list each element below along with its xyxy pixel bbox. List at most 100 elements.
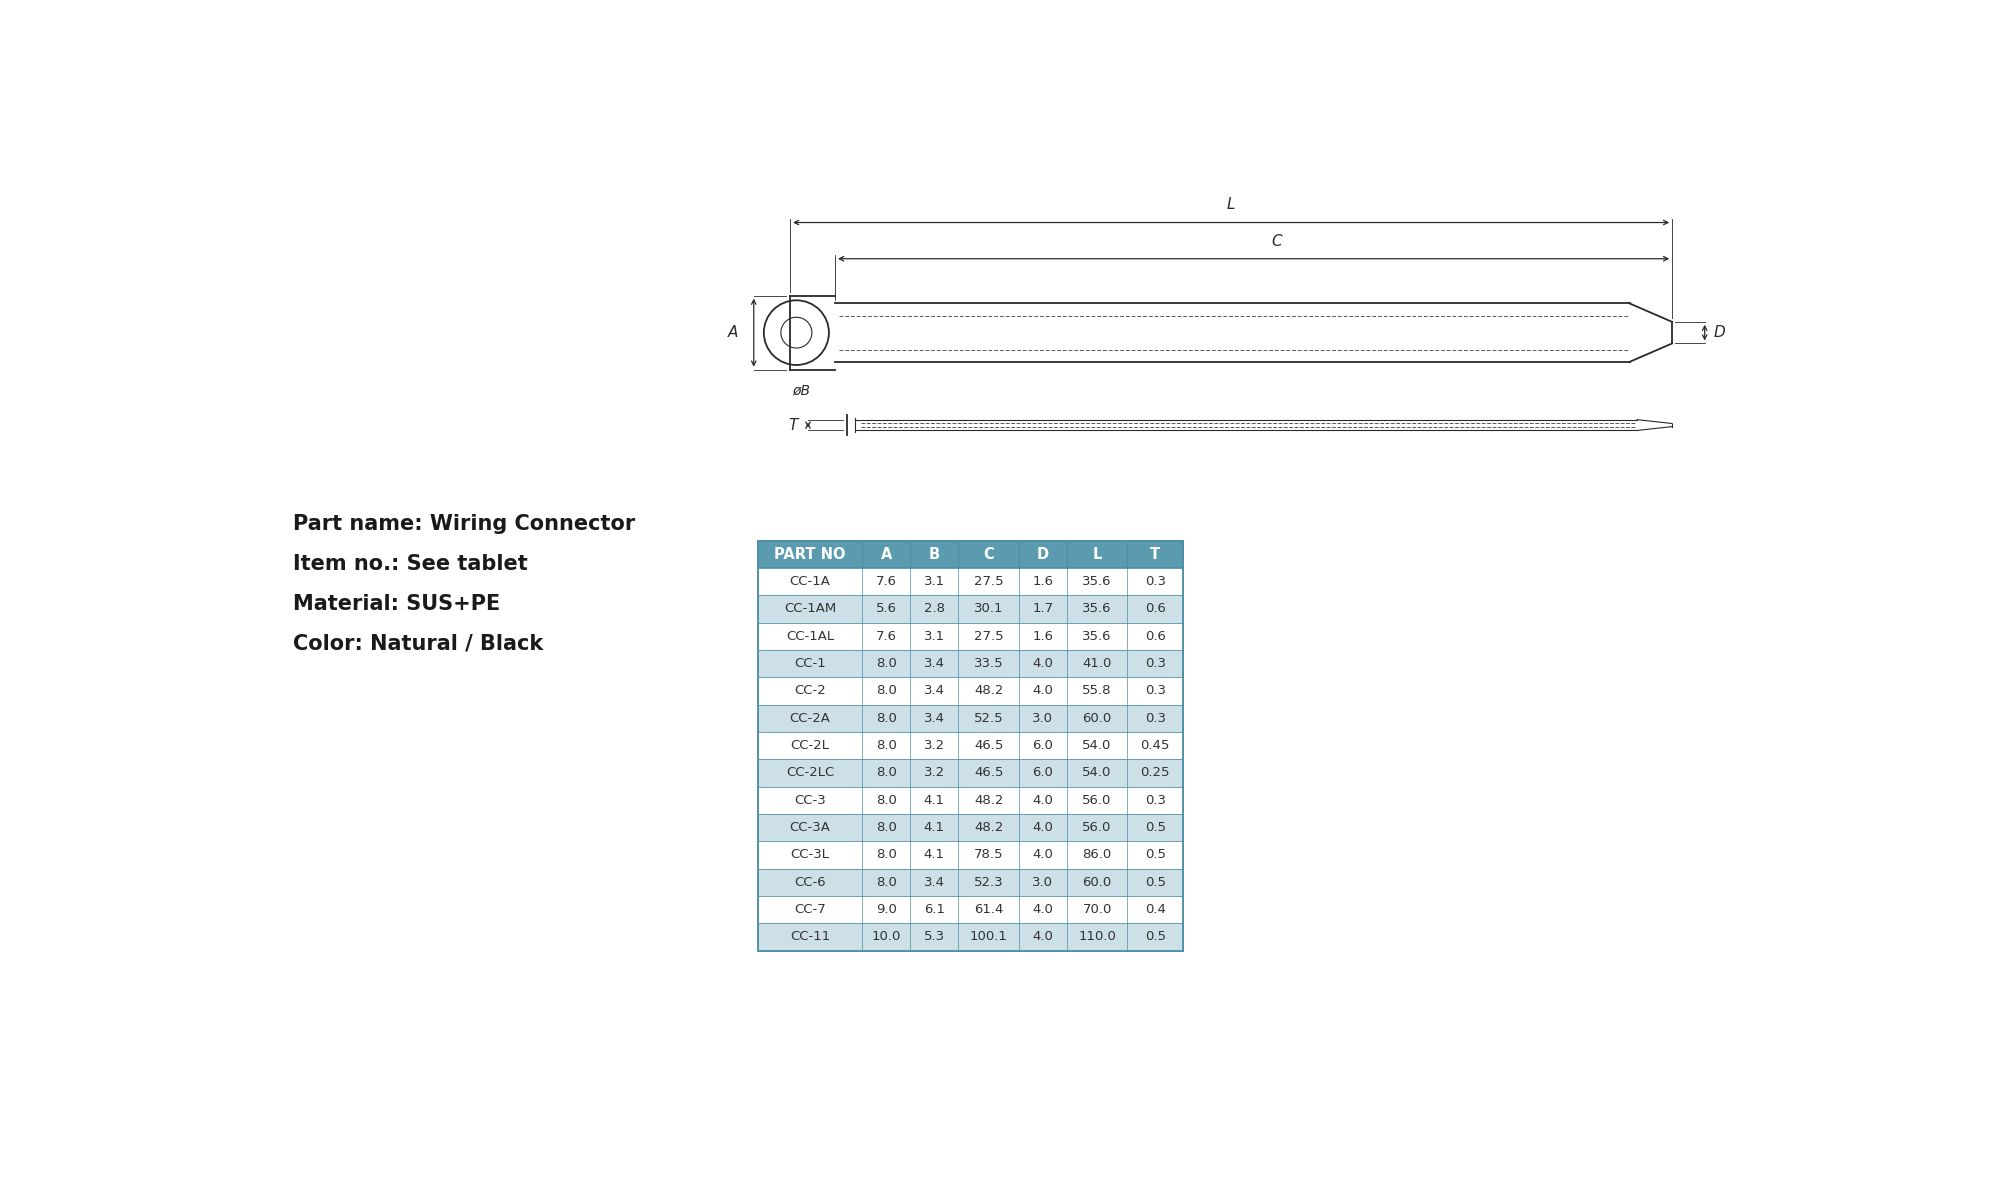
Text: 0.3: 0.3 (1144, 793, 1166, 806)
Text: 3.1: 3.1 (924, 575, 944, 588)
Text: T: T (1150, 547, 1160, 562)
Text: 86.0: 86.0 (1082, 848, 1112, 862)
Bar (758, 896, 1184, 923)
Text: 6.0: 6.0 (1032, 767, 1054, 779)
Text: 60.0: 60.0 (1082, 876, 1112, 889)
Text: 5.3: 5.3 (924, 930, 944, 943)
Text: L: L (1092, 547, 1102, 562)
Text: 6.1: 6.1 (924, 904, 944, 916)
Text: CC-6: CC-6 (794, 876, 826, 889)
Text: 4.1: 4.1 (924, 821, 944, 834)
Bar (758, 760, 1184, 786)
Text: 3.4: 3.4 (924, 876, 944, 889)
Text: 7.6: 7.6 (876, 575, 896, 588)
Bar (758, 623, 1184, 650)
Text: C: C (984, 547, 994, 562)
Bar (758, 568, 1184, 595)
Text: Item no.: See tablet: Item no.: See tablet (292, 553, 528, 574)
Text: 7.6: 7.6 (876, 630, 896, 643)
Text: 8.0: 8.0 (876, 848, 896, 862)
Bar (758, 540, 1184, 950)
Text: 46.5: 46.5 (974, 739, 1004, 752)
Text: 8.0: 8.0 (876, 712, 896, 725)
Text: 54.0: 54.0 (1082, 739, 1112, 752)
Text: L: L (1226, 197, 1236, 211)
Text: 0.5: 0.5 (1144, 930, 1166, 943)
Text: 4.1: 4.1 (924, 793, 944, 806)
Text: CC-11: CC-11 (790, 930, 830, 943)
Text: 56.0: 56.0 (1082, 793, 1112, 806)
Text: 5.6: 5.6 (876, 602, 896, 616)
Text: CC-1: CC-1 (794, 658, 826, 670)
Text: 52.5: 52.5 (974, 712, 1004, 725)
Text: CC-3: CC-3 (794, 793, 826, 806)
Bar (758, 732, 1184, 760)
Text: 3.4: 3.4 (924, 658, 944, 670)
Text: 52.3: 52.3 (974, 876, 1004, 889)
Text: 8.0: 8.0 (876, 821, 896, 834)
Text: 6.0: 6.0 (1032, 739, 1054, 752)
Text: 48.2: 48.2 (974, 793, 1004, 806)
Text: 3.0: 3.0 (1032, 876, 1054, 889)
Text: 0.3: 0.3 (1144, 712, 1166, 725)
Text: D: D (1714, 325, 1726, 340)
Text: 27.5: 27.5 (974, 630, 1004, 643)
Text: 33.5: 33.5 (974, 658, 1004, 670)
Text: A: A (728, 325, 738, 340)
Text: CC-2LC: CC-2LC (786, 767, 834, 779)
Text: 61.4: 61.4 (974, 904, 1004, 916)
Bar (758, 923, 1184, 950)
Text: 3.2: 3.2 (924, 767, 944, 779)
Text: CC-2: CC-2 (794, 684, 826, 697)
Text: 35.6: 35.6 (1082, 602, 1112, 616)
Text: Color: Natural / Black: Color: Natural / Black (292, 634, 542, 654)
Text: CC-1AM: CC-1AM (784, 602, 836, 616)
Bar (758, 704, 1184, 732)
Text: 3.4: 3.4 (924, 684, 944, 697)
Text: 70.0: 70.0 (1082, 904, 1112, 916)
Bar (758, 841, 1184, 869)
Text: 55.8: 55.8 (1082, 684, 1112, 697)
Text: PART NO: PART NO (774, 547, 846, 562)
Text: 0.25: 0.25 (1140, 767, 1170, 779)
Text: B: B (928, 547, 940, 562)
Text: 1.6: 1.6 (1032, 575, 1054, 588)
Text: 4.0: 4.0 (1032, 684, 1054, 697)
Text: 3.0: 3.0 (1032, 712, 1054, 725)
Text: 110.0: 110.0 (1078, 930, 1116, 943)
Text: A: A (880, 547, 892, 562)
Text: 0.3: 0.3 (1144, 684, 1166, 697)
Text: CC-2A: CC-2A (790, 712, 830, 725)
Text: 0.45: 0.45 (1140, 739, 1170, 752)
Text: 0.5: 0.5 (1144, 821, 1166, 834)
Text: 8.0: 8.0 (876, 658, 896, 670)
Text: 0.6: 0.6 (1144, 630, 1166, 643)
Text: 35.6: 35.6 (1082, 630, 1112, 643)
Text: 10.0: 10.0 (872, 930, 900, 943)
Bar (758, 540, 1184, 568)
Text: 3.1: 3.1 (924, 630, 944, 643)
Text: 4.0: 4.0 (1032, 658, 1054, 670)
Text: 48.2: 48.2 (974, 684, 1004, 697)
Text: Part name: Wiring Connector: Part name: Wiring Connector (292, 514, 634, 534)
Text: 54.0: 54.0 (1082, 767, 1112, 779)
Text: T: T (788, 418, 798, 432)
Text: 100.1: 100.1 (970, 930, 1008, 943)
Text: 8.0: 8.0 (876, 793, 896, 806)
Bar (758, 677, 1184, 704)
Text: 9.0: 9.0 (876, 904, 896, 916)
Bar (758, 595, 1184, 623)
Text: øB: øB (792, 384, 810, 397)
Text: 0.5: 0.5 (1144, 848, 1166, 862)
Text: 4.0: 4.0 (1032, 930, 1054, 943)
Text: 4.0: 4.0 (1032, 821, 1054, 834)
Text: Material: SUS+PE: Material: SUS+PE (292, 594, 500, 613)
Text: 8.0: 8.0 (876, 684, 896, 697)
Text: 4.0: 4.0 (1032, 793, 1054, 806)
Text: 8.0: 8.0 (876, 767, 896, 779)
Text: 78.5: 78.5 (974, 848, 1004, 862)
Text: 48.2: 48.2 (974, 821, 1004, 834)
Text: CC-3A: CC-3A (790, 821, 830, 834)
Text: C: C (1272, 234, 1282, 250)
Text: 4.0: 4.0 (1032, 848, 1054, 862)
